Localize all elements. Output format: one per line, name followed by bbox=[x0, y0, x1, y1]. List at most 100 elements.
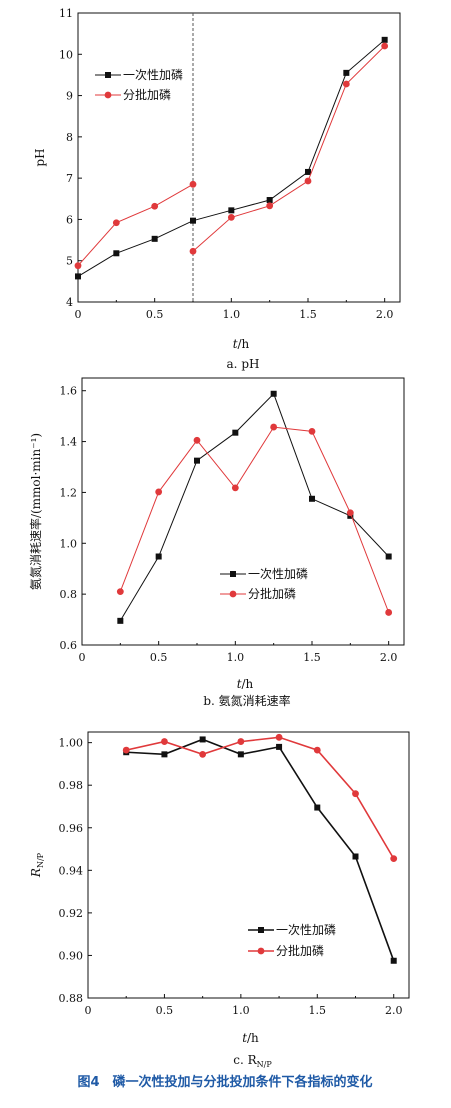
chart-c-once-point bbox=[390, 957, 397, 964]
chart-a-x-tick-label: 2.0 bbox=[376, 308, 394, 321]
chart-c-batch-point bbox=[161, 738, 168, 745]
chart-a-batch-point bbox=[304, 177, 312, 185]
chart-b-once-point bbox=[155, 553, 162, 560]
chart-b-once-point bbox=[232, 429, 239, 436]
chart-c-x-axis-label: t/h bbox=[242, 1031, 259, 1045]
chart-a-caption: a. pH bbox=[227, 357, 260, 371]
chart-a-y-tick-label: 9 bbox=[66, 90, 73, 103]
chart-b-y-tick-label: 0.6 bbox=[60, 639, 78, 652]
chart-a-legend-once-marker bbox=[105, 72, 111, 78]
chart-c-x-tick-label: 1.5 bbox=[309, 1004, 327, 1017]
chart-b-once-point bbox=[270, 390, 277, 397]
chart-b-y-tick-label: 1.4 bbox=[60, 436, 78, 449]
chart-c-once-series-line bbox=[126, 738, 395, 962]
chart-a-x-tick-label: 0 bbox=[75, 308, 82, 321]
chart-c-batch-point bbox=[199, 750, 207, 758]
chart-a-y-axis-label: pH bbox=[33, 148, 47, 166]
chart-a-batch-series-line bbox=[192, 45, 386, 252]
chart-a-once-point bbox=[190, 217, 196, 224]
chart-a-batch-point bbox=[381, 42, 389, 50]
chart-a-once-point bbox=[305, 168, 311, 175]
chart-b-x-tick-label: 0.5 bbox=[150, 651, 168, 664]
chart-c-batch-series-line bbox=[126, 736, 395, 860]
chart-b-once-point bbox=[194, 457, 200, 464]
chart-b-batch-point bbox=[270, 423, 278, 431]
chart-a-x-axis-label: t/h bbox=[233, 337, 250, 351]
chart-c-y-tick-label: 0.96 bbox=[59, 822, 84, 835]
chart-a-batch-point bbox=[112, 219, 120, 227]
chart-a-batch-point bbox=[342, 80, 350, 88]
chart-b-legend-once-label: 一次性加磷 bbox=[248, 566, 308, 581]
chart-b-x-tick-label: 2.0 bbox=[380, 651, 398, 664]
chart-b-y-tick-label: 1.6 bbox=[60, 385, 78, 398]
chart-a-batch-series-line bbox=[77, 183, 194, 267]
chart-b-batch-series-line bbox=[119, 426, 390, 613]
chart-c-y-tick-label: 0.90 bbox=[59, 949, 84, 962]
chart-c-x-tick-label: 1.0 bbox=[232, 1004, 250, 1017]
chart-c-once-point bbox=[161, 751, 168, 758]
chart-c-once-point bbox=[314, 804, 321, 811]
chart-a-batch-point bbox=[189, 180, 197, 188]
chart-a-batch-point bbox=[74, 262, 82, 270]
chart-c-plot-frame bbox=[87, 731, 410, 999]
chart-a-once-point bbox=[228, 207, 235, 214]
chart-c-y-tick-label: 0.94 bbox=[59, 864, 84, 877]
chart-c-legend-batch-label: 分批加磷 bbox=[276, 943, 324, 958]
chart-c-y-tick-label: 0.88 bbox=[59, 992, 84, 1005]
chart-b-once-series-line bbox=[119, 392, 390, 622]
chart-c-once-point bbox=[352, 853, 359, 860]
chart-b-once-point bbox=[385, 553, 392, 560]
chart-a-once-point bbox=[343, 69, 350, 76]
chart-a-once-point bbox=[266, 197, 273, 204]
chart-c-once-point bbox=[199, 736, 206, 743]
chart-c-y-tick-label: 1.00 bbox=[59, 737, 84, 750]
chart-c-once-point bbox=[276, 743, 283, 750]
chart-a-batch-point bbox=[151, 202, 159, 210]
chart-a-once-point bbox=[75, 273, 81, 280]
chart-a-x-tick-label: 1.0 bbox=[223, 308, 241, 321]
chart-b-batch-point bbox=[308, 428, 316, 435]
chart-c-y-tick-label: 0.98 bbox=[59, 779, 84, 792]
chart-a-legend-once-label: 一次性加磷 bbox=[123, 67, 183, 82]
chart-c-legend-once-label: 一次性加磷 bbox=[276, 922, 336, 937]
chart-c-legend-batch-marker bbox=[257, 947, 265, 955]
chart-a-x-tick-label: 0.5 bbox=[146, 308, 164, 321]
chart-b-batch-point bbox=[346, 509, 354, 517]
chart-c-batch-point bbox=[122, 746, 130, 754]
chart-a-y-tick-label: 4 bbox=[66, 296, 73, 309]
chart-b-batch-point bbox=[116, 588, 124, 595]
chart-c-x-tick-label: 0.5 bbox=[156, 1004, 174, 1017]
chart-b-y-tick-label: 1.2 bbox=[60, 486, 78, 499]
chart-c-y-tick-label: 0.92 bbox=[59, 907, 84, 920]
chart-b-x-tick-label: 0 bbox=[79, 651, 86, 664]
figure-caption: 图4 磷一次性投加与分批投加条件下各指标的变化 bbox=[77, 1074, 372, 1090]
chart-b-x-tick-label: 1.5 bbox=[303, 651, 321, 664]
chart-a-once-point bbox=[113, 250, 120, 257]
chart-b-x-tick-label: 1.0 bbox=[227, 651, 245, 664]
chart-a-plot-frame bbox=[77, 12, 401, 303]
chart-c-caption: c. RN/P bbox=[233, 1053, 272, 1069]
chart-c-batch-point bbox=[352, 790, 359, 798]
chart-a-y-tick-label: 10 bbox=[59, 48, 73, 61]
chart-a-once-point bbox=[151, 235, 158, 242]
chart-a-y-tick-label: 7 bbox=[66, 172, 73, 185]
chart-a-legend-batch-marker bbox=[104, 91, 112, 99]
chart-b-once-point bbox=[117, 617, 124, 624]
chart-c-x-tick-label: 2.0 bbox=[385, 1004, 403, 1017]
chart-a-y-tick-label: 11 bbox=[59, 7, 73, 20]
chart-a-once-point bbox=[381, 36, 388, 43]
chart-b-batch-point bbox=[193, 436, 201, 444]
chart-b-batch-point bbox=[155, 488, 163, 496]
chart-a-batch-point bbox=[189, 247, 197, 255]
chart-b-once-point bbox=[309, 495, 315, 502]
chart-b-legend-once-marker bbox=[230, 571, 236, 577]
chart-b-y-axis-label: 氨氮消耗速率/(mmol·min⁻¹) bbox=[28, 433, 43, 590]
chart-c-legend-once-marker bbox=[258, 927, 264, 933]
chart-b-plot-frame bbox=[81, 377, 405, 646]
chart-a-y-tick-label: 5 bbox=[66, 255, 73, 268]
chart-c-once-point bbox=[237, 751, 244, 758]
chart-a-y-tick-label: 8 bbox=[66, 131, 73, 144]
chart-c-batch-point bbox=[390, 855, 398, 863]
chart-b-batch-point bbox=[385, 609, 393, 616]
